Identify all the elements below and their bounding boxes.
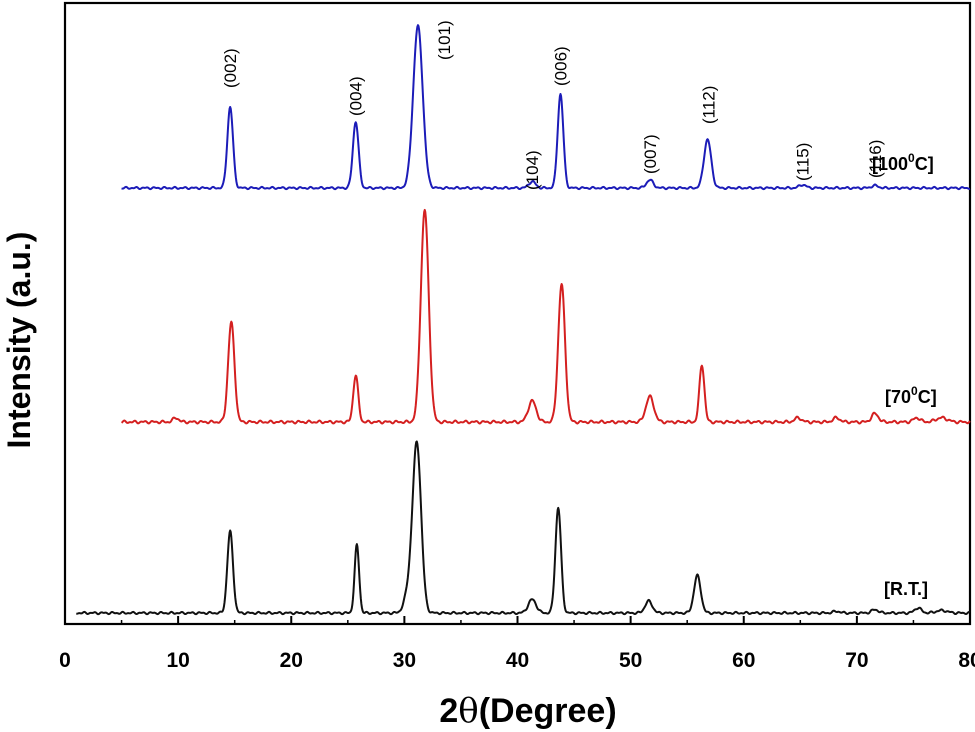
x-axis-ticks: 0 10 20 30 40 50 60 70 80	[59, 616, 975, 672]
peak-annotation: (116)	[866, 140, 885, 178]
series-label-main: [100	[872, 154, 908, 174]
plot-frame	[63, 1, 972, 626]
peak-annotation: (004)	[347, 76, 366, 116]
series-group	[75, 24, 971, 616]
peak-annotation: (115)	[794, 143, 813, 181]
x-axis-label-prefix: 2	[439, 692, 458, 730]
peak-annotation: (002)	[221, 48, 240, 88]
series-label-2: [R.T.]	[884, 579, 928, 599]
x-axis-label: 2θ(Degree)	[439, 691, 616, 731]
peak-annotation: (007)	[641, 134, 660, 174]
x-tick-label: 80	[958, 649, 975, 672]
y-axis-label: Intensity (a.u.)	[1, 232, 37, 449]
series-label-sup: 0	[908, 151, 915, 165]
peak-annotation: (101)	[435, 20, 454, 60]
series-label-main: [70	[885, 387, 911, 407]
x-tick-label: 0	[59, 649, 71, 672]
x-tick-label: 70	[845, 649, 868, 672]
series-label-1: [700C]	[885, 384, 937, 407]
series-label-0: [1000C]	[872, 151, 934, 174]
series-labels: [1000C][700C][R.T.]	[872, 151, 937, 599]
series-label-unit: C]	[918, 387, 937, 407]
x-tick-label: 30	[393, 649, 416, 672]
peak-annotations: (002) (004) (101) (104) (006) (007) (112) (115)…	[221, 20, 885, 190]
x-tick-label: 50	[619, 649, 642, 672]
peak-annotation: (112)	[700, 86, 719, 124]
x-axis-label-unit: (Degree)	[479, 692, 617, 730]
peak-annotation: (104)	[523, 150, 542, 190]
x-axis-label-theta: θ	[458, 691, 478, 731]
series-line-1	[120, 208, 971, 425]
x-tick-label: 10	[166, 649, 189, 672]
x-tick-label: 60	[732, 649, 755, 672]
peak-annotation: (006)	[551, 46, 570, 86]
series-line-2	[75, 440, 971, 616]
series-line-0	[121, 24, 971, 191]
x-tick-label: 20	[280, 649, 303, 672]
series-label-unit: C]	[915, 154, 934, 174]
x-tick-label: 40	[506, 649, 529, 672]
series-label-sup: 0	[911, 384, 918, 398]
